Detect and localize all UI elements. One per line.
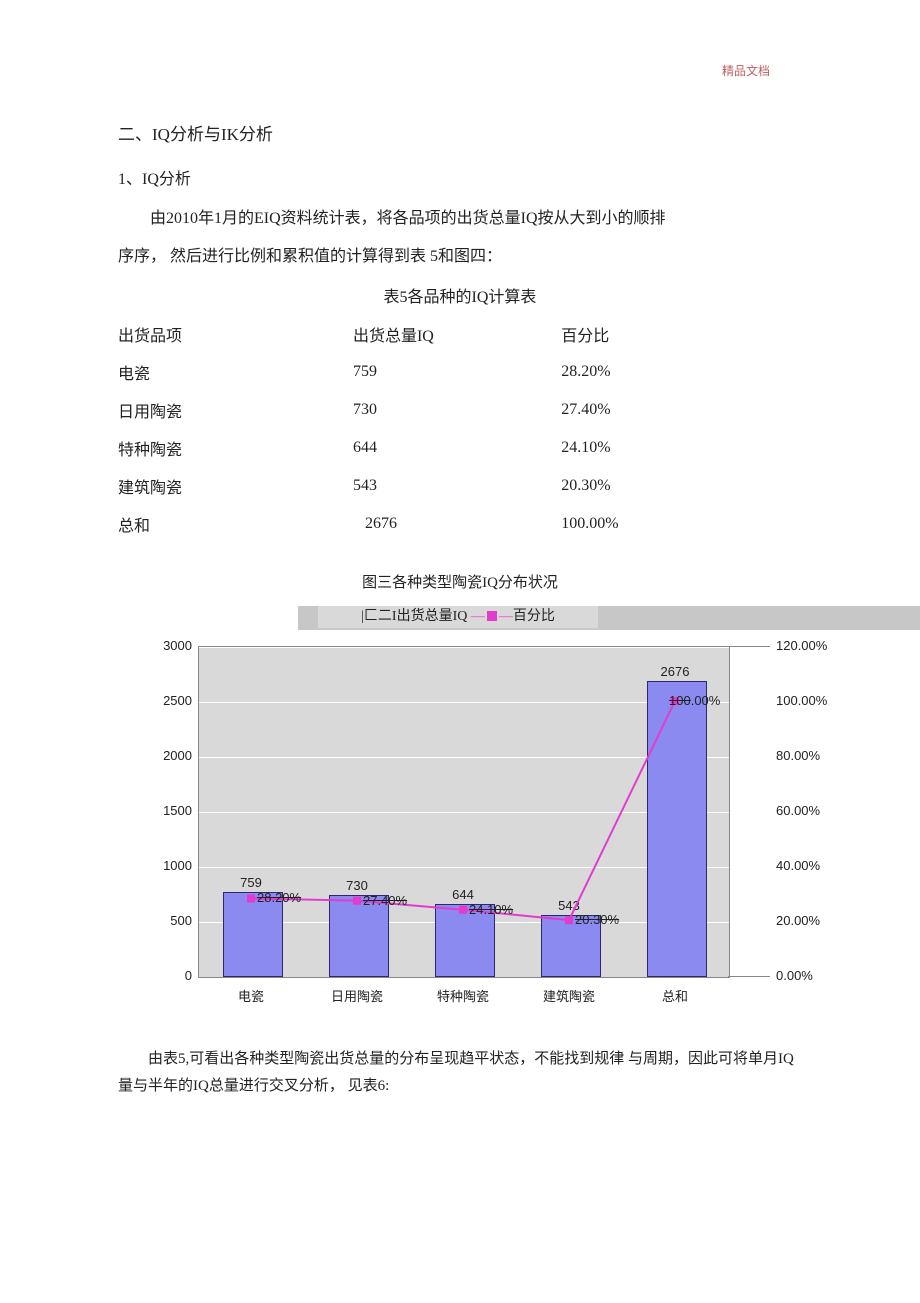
td-pct: 100.00% xyxy=(561,505,758,543)
chart-line-pct-label: 28.20% xyxy=(257,890,301,905)
td-iq: 2676 xyxy=(353,505,561,543)
legend-line-marker-icon xyxy=(487,611,497,621)
chart-caption: 图三各种类型陶瓷IQ分布状况 xyxy=(118,571,802,592)
chart-line-pct-label: 100.00% xyxy=(669,693,720,708)
y-left-tick-label: 1000 xyxy=(163,858,192,873)
chart-bar-label: 543 xyxy=(558,898,580,913)
y-right-tick-label: 80.00% xyxy=(776,748,820,763)
x-tick-label: 总和 xyxy=(662,986,688,1005)
y-left-tick-label: 2000 xyxy=(163,748,192,763)
th-pct: 百分比 xyxy=(561,315,758,353)
chart-outer-hline xyxy=(728,976,770,977)
chart-plot-area xyxy=(198,646,730,978)
td-item: 特种陶瓷 xyxy=(118,429,353,467)
td-pct: 27.40% xyxy=(561,391,758,429)
table-caption: 表5各品种的IQ计算表 xyxy=(118,283,802,307)
y-left-tick-label: 0 xyxy=(185,968,192,983)
chart-line-pct-label: 20.30% xyxy=(575,912,619,927)
table-row: 日用陶瓷 730 27.40% xyxy=(118,391,758,429)
y-left-tick-label: 500 xyxy=(170,913,192,928)
y-right-tick-label: 100.00% xyxy=(776,693,827,708)
td-item: 总和 xyxy=(118,505,353,543)
x-tick-label: 特种陶瓷 xyxy=(437,986,489,1005)
y-left-tick-label: 3000 xyxy=(163,638,192,653)
heading-sub: 1、IQ分析 xyxy=(118,165,802,189)
y-left-tick-label: 2500 xyxy=(163,693,192,708)
iq-chart: |匚二I出货总量IQ ——百分比050010001500200025003000… xyxy=(138,598,858,1028)
y-right-tick-label: 20.00% xyxy=(776,913,820,928)
td-pct: 24.10% xyxy=(561,429,758,467)
chart-line-pct-label: 24.10% xyxy=(469,902,513,917)
td-pct: 28.20% xyxy=(561,353,758,391)
chart-gridline xyxy=(199,647,729,648)
y-right-tick-label: 40.00% xyxy=(776,858,820,873)
paragraph-1b: 序序， 然后进行比例和累积值的计算得到表 5和图四： xyxy=(118,241,802,273)
chart-bar-label: 2676 xyxy=(661,664,690,679)
chart-bar xyxy=(647,681,707,977)
x-tick-label: 建筑陶瓷 xyxy=(543,986,595,1005)
table-row: 特种陶瓷 644 24.10% xyxy=(118,429,758,467)
paragraph-2: 由表5,可看出各种类型陶瓷出货总量的分布呈现趋平状态，不能找到规律 与周期，因此… xyxy=(118,1046,802,1100)
td-item: 日用陶瓷 xyxy=(118,391,353,429)
legend-line-dash-icon: — xyxy=(499,609,513,624)
x-tick-label: 电瓷 xyxy=(238,986,264,1005)
heading-main: 二、IQ分析与IK分析 xyxy=(118,120,802,145)
y-right-tick-label: 60.00% xyxy=(776,803,820,818)
table-header-row: 出货品项 出货总量IQ 百分比 xyxy=(118,315,758,353)
y-left-tick-label: 1500 xyxy=(163,803,192,818)
x-tick-label: 日用陶瓷 xyxy=(331,986,383,1005)
td-item: 电瓷 xyxy=(118,353,353,391)
legend-line-label: 百分比 xyxy=(513,609,555,624)
td-pct: 20.30% xyxy=(561,467,758,505)
chart-line-pct-label: 27.40% xyxy=(363,893,407,908)
y-right-tick-label: 0.00% xyxy=(776,968,813,983)
chart-bar-label: 644 xyxy=(452,887,474,902)
paragraph-1a: 由2010年1月的EIQ资料统计表，将各品项的出货总量IQ按从大到小的顺排 xyxy=(118,203,802,235)
header-mark: 精品文档 xyxy=(722,62,770,79)
table-row: 电瓷 759 28.20% xyxy=(118,353,758,391)
td-iq: 730 xyxy=(353,391,561,429)
table-row: 建筑陶瓷 543 20.30% xyxy=(118,467,758,505)
th-item: 出货品项 xyxy=(118,315,353,353)
chart-legend: |匚二I出货总量IQ ——百分比 xyxy=(318,606,598,628)
chart-bar-label: 759 xyxy=(240,875,262,890)
td-iq: 759 xyxy=(353,353,561,391)
y-right-tick-label: 120.00% xyxy=(776,638,827,653)
iq-table: 出货品项 出货总量IQ 百分比 电瓷 759 28.20% 日用陶瓷 730 2… xyxy=(118,315,758,543)
legend-bar-label: |匚二I出货总量IQ xyxy=(361,609,471,624)
td-iq: 543 xyxy=(353,467,561,505)
legend-line-dash-icon: — xyxy=(471,609,485,624)
td-item: 建筑陶瓷 xyxy=(118,467,353,505)
table-row: 总和 2676 100.00% xyxy=(118,505,758,543)
chart-bar-label: 730 xyxy=(346,878,368,893)
td-iq: 644 xyxy=(353,429,561,467)
chart-outer-hline xyxy=(728,646,770,647)
th-iq: 出货总量IQ xyxy=(353,315,561,353)
